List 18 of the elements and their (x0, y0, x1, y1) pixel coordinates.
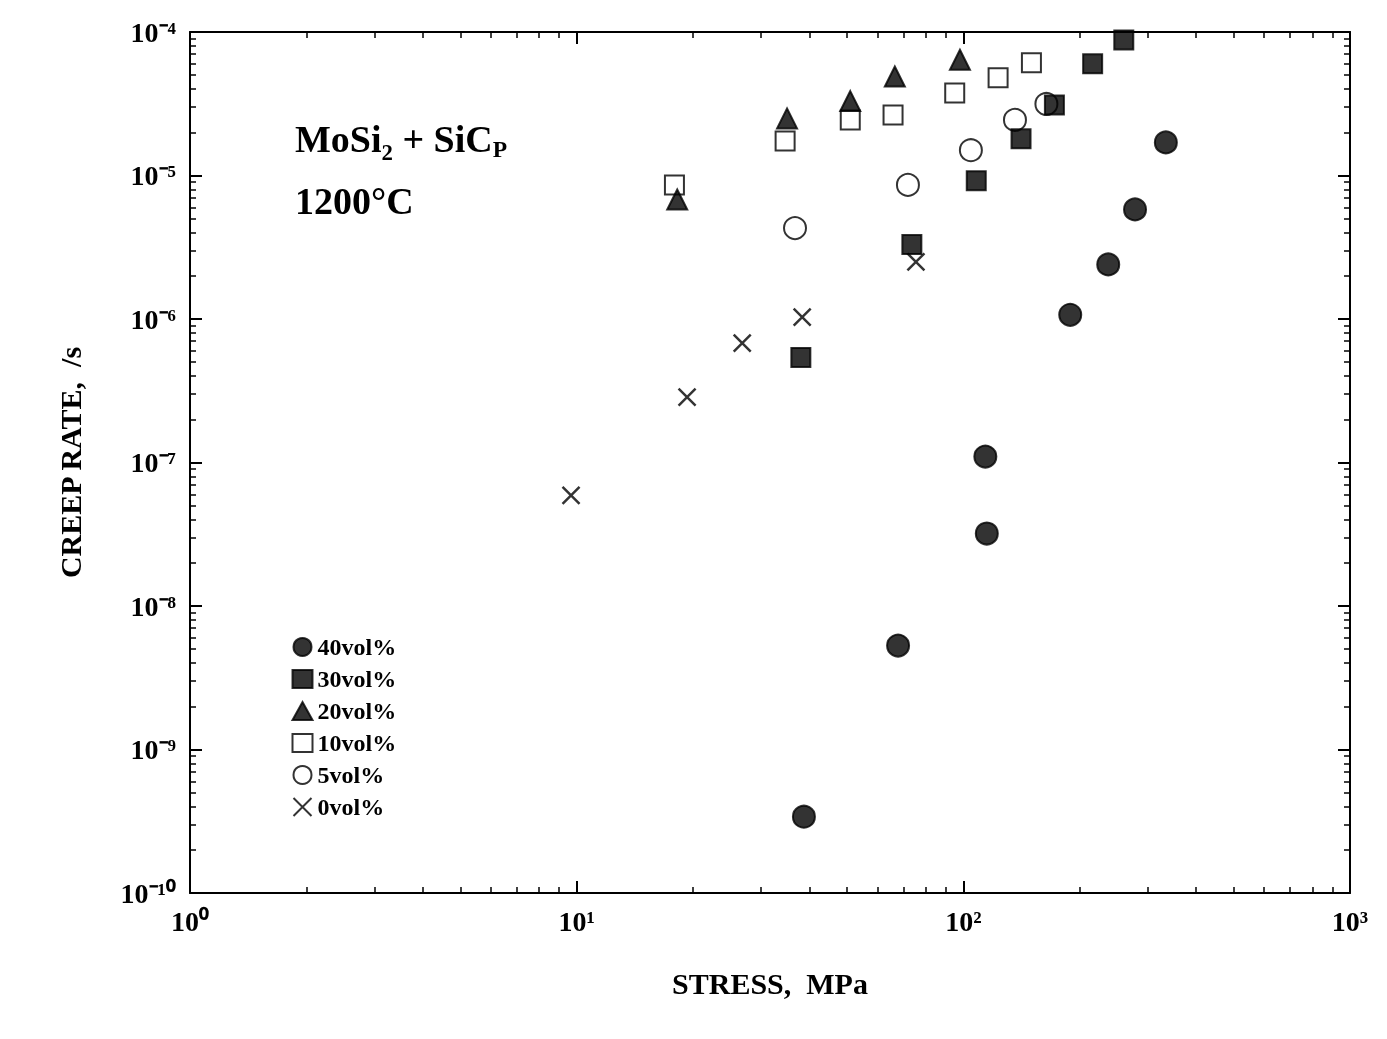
legend-label: 0vol% (317, 794, 385, 820)
legend-label: 40vol% (317, 634, 397, 660)
annotation: 1200°C (295, 180, 414, 222)
y-tick-label: 10⁻⁸ (130, 590, 176, 622)
y-tick-label: 10⁻⁶ (130, 303, 176, 335)
x-tick-label: 10¹ (558, 905, 595, 937)
y-tick-label: 10⁻⁵ (130, 160, 176, 191)
y-tick-label: 10⁻⁴ (130, 16, 177, 48)
y-tick-label: 10⁻⁹ (130, 734, 176, 765)
x-tick-label: 10² (945, 905, 982, 937)
legend-label: 10vol% (317, 730, 397, 756)
legend-label: 30vol% (317, 666, 397, 692)
x-tick-label: 10³ (1331, 905, 1369, 937)
x-axis-title: STRESS, MPa (672, 966, 868, 1000)
y-tick-label: 10⁻⁷ (130, 447, 176, 478)
legend-label: 5vol% (317, 762, 385, 788)
y-axis-title: CREEP RATE, /s (53, 346, 87, 579)
legend-label: 20vol% (317, 698, 397, 724)
